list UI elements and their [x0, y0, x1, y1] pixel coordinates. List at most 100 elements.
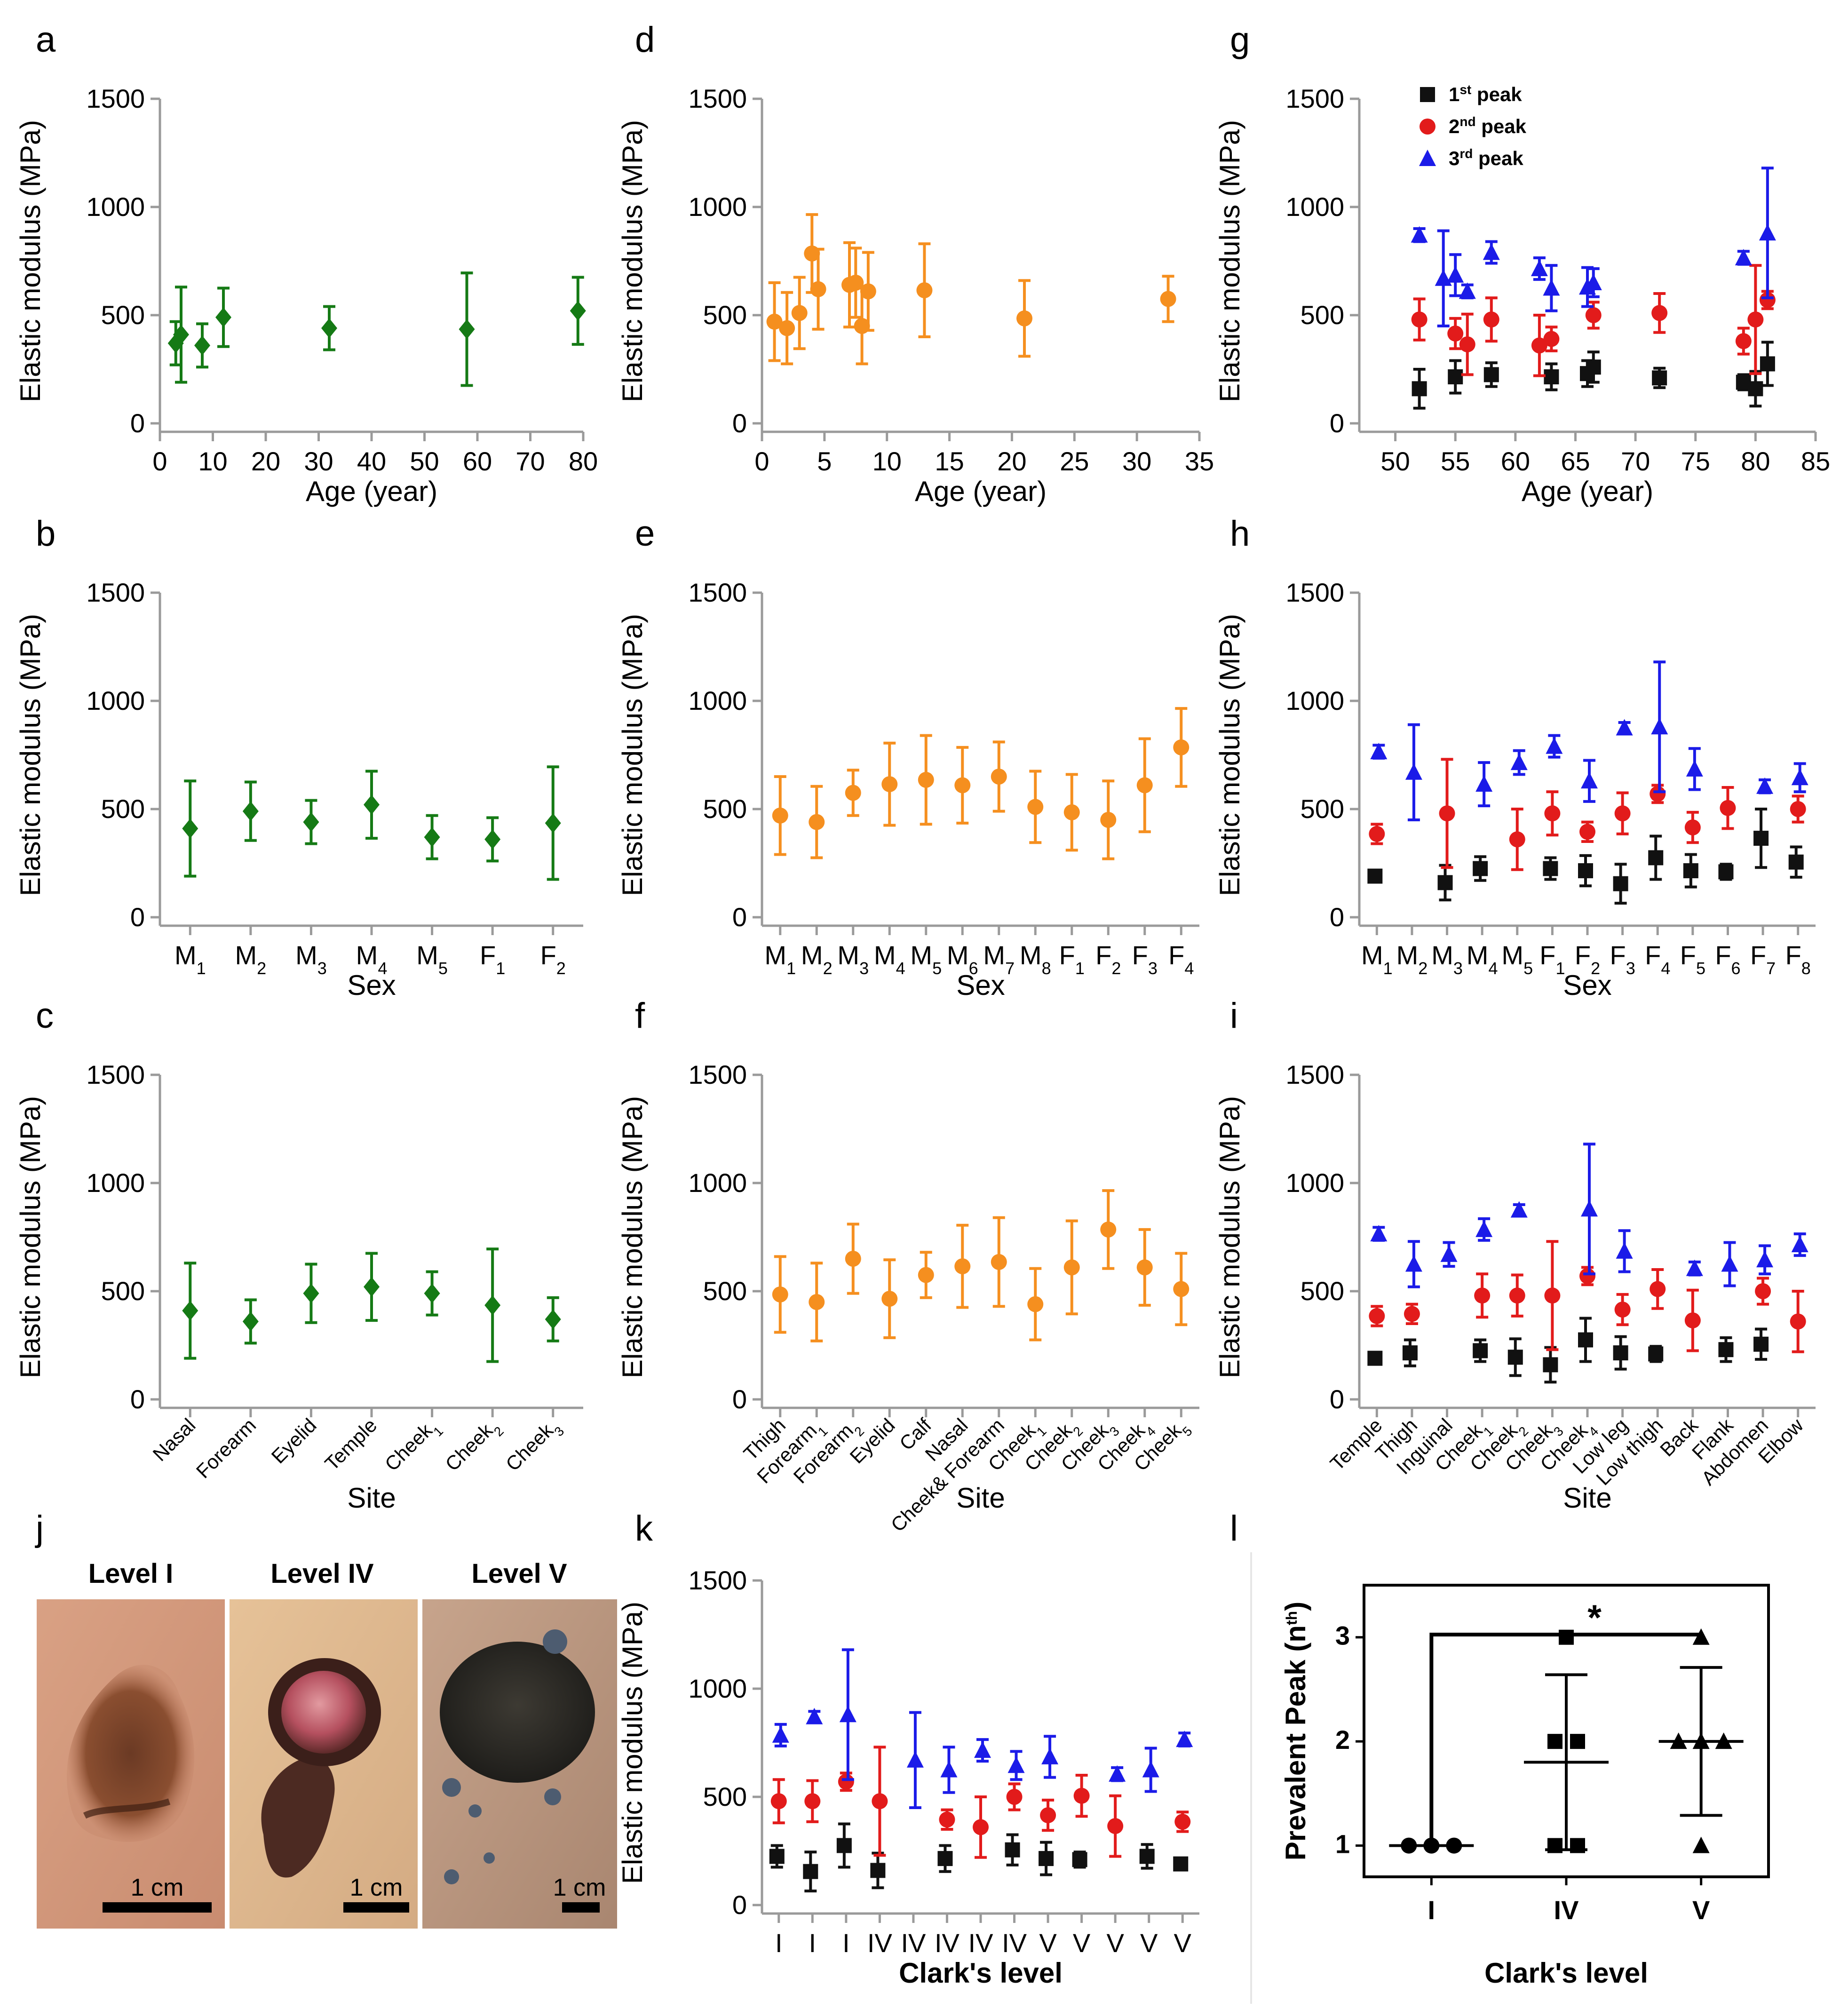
data-point [872, 1793, 888, 1810]
y-tick-label: 1500 [86, 84, 145, 113]
satellite-lesion [544, 1788, 561, 1805]
x-tick-label: M7 [983, 940, 1015, 978]
data-point [1483, 243, 1500, 260]
series-2nd-peak [1369, 758, 1806, 871]
group-V [1658, 1628, 1744, 1853]
data-point [1718, 1342, 1734, 1358]
y-axis-label-part: Elastic modulus (MPa) [15, 120, 46, 402]
data-point [1142, 1761, 1159, 1778]
series-1st-peak [769, 1822, 1189, 1893]
data-point [881, 1291, 898, 1307]
data-point [1063, 1259, 1080, 1276]
chart-l: l 1 2 3 Prevalent Peak (nth) I IV V Clark's leve… [1230, 1509, 1770, 2004]
x-tick-label: M3 [1431, 940, 1463, 978]
data-point [545, 1309, 561, 1329]
x-tick-main: F [1059, 940, 1075, 970]
data-point [1370, 743, 1388, 760]
x-tick-sub: 4 [1488, 959, 1498, 978]
x-tick-label: 35 [1185, 446, 1214, 476]
x-axis-label: Sex [1563, 969, 1611, 1001]
x-tick-sub: 7 [1005, 959, 1015, 978]
y-tick-label: 1500 [1285, 578, 1344, 607]
legend-label: 2nd peak [1449, 114, 1527, 138]
x-tick-sub: 1 [197, 959, 206, 978]
data-point [1420, 119, 1436, 135]
y-axis-label-part: Elastic modulus (MPa) [15, 1096, 46, 1378]
y-tick-label: 1500 [688, 1060, 747, 1089]
data-point [1756, 777, 1774, 794]
x-tick-label: M5 [416, 940, 448, 978]
legend-label: 3rd peak [1449, 146, 1523, 170]
y-axis-label-sup: th [1283, 1611, 1300, 1625]
x-axis-label: Site [1563, 1482, 1611, 1514]
data-point [1173, 1856, 1189, 1872]
data-point [484, 1295, 501, 1315]
data-point [1579, 824, 1595, 840]
legend-label: 1st peak [1449, 82, 1522, 106]
data-point [1759, 292, 1776, 308]
y-axis-label-part: Elastic modulus (MPa) [617, 1096, 648, 1378]
data-point [1173, 739, 1190, 755]
legend-rest: peak [1473, 147, 1523, 169]
x-tick-sub: 5 [932, 959, 942, 978]
data-point [804, 1793, 821, 1810]
data-point [1652, 370, 1667, 386]
data-point [194, 335, 210, 356]
x-tick-sub: 4 [1184, 959, 1194, 978]
x-tick-main: M [356, 940, 378, 970]
y-axis-label-part: Elastic modulus (MPa) [1214, 1096, 1245, 1378]
x-tick-label: F6 [1715, 940, 1740, 978]
y-tick-label: 500 [1301, 300, 1344, 330]
x-tick-sub: 1 [1383, 959, 1393, 978]
data-point [1507, 1350, 1523, 1365]
x-axis-label: Site [347, 1482, 396, 1514]
x-tick-sub: 8 [1042, 959, 1051, 978]
series-main [182, 765, 561, 881]
lesion-nodule [281, 1671, 366, 1754]
x-tick-label: IV [1554, 1895, 1579, 1925]
x-tick-label: 70 [516, 446, 545, 476]
data-point [769, 1849, 785, 1864]
x-tick-sub: 5 [438, 959, 448, 978]
x-tick-sub: 3 [1453, 959, 1463, 978]
panel-label-d: d [635, 20, 655, 60]
data-point [1459, 282, 1476, 299]
group-I [1389, 1837, 1474, 1854]
group-IV [1524, 1629, 1609, 1853]
data-point [1136, 777, 1153, 794]
series-2nd-peak [1369, 1240, 1806, 1353]
data-point [1109, 1765, 1126, 1782]
satellite-lesion [468, 1804, 482, 1818]
data-point [1402, 1345, 1418, 1361]
x-tick-main: Cheek [381, 1419, 437, 1475]
data-point [1531, 337, 1547, 354]
data-point [1547, 1734, 1562, 1749]
legend-sup: st [1459, 82, 1471, 97]
data-point [1509, 831, 1525, 848]
y-tick-label: 1000 [1285, 192, 1344, 222]
x-tick-label: 30 [304, 446, 333, 476]
data-point [916, 282, 933, 299]
x-tick-sub: 7 [1766, 959, 1776, 978]
data-point [860, 283, 876, 300]
x-tick-label: 70 [1621, 446, 1650, 476]
scale-label: 1 cm [350, 1874, 403, 1901]
x-tick-main: M [910, 940, 932, 970]
data-point [1173, 1281, 1190, 1297]
data-point [1651, 718, 1668, 735]
data-point [906, 1751, 924, 1768]
x-tick-sub: 3 [1626, 959, 1635, 978]
data-point [1788, 854, 1804, 870]
y-tick-label: 1500 [688, 578, 747, 607]
y-tick-label: 0 [732, 902, 747, 932]
y-tick-label: 500 [1301, 794, 1344, 824]
y-axis-label-part: Elastic modulus (MPa) [1214, 614, 1245, 896]
series-main [772, 707, 1190, 860]
data-point [1616, 719, 1633, 736]
legend-rest: peak [1476, 115, 1527, 137]
data-point [182, 818, 198, 839]
x-tick-label: 60 [1501, 446, 1530, 476]
x-tick-label: Cheek1 [381, 1414, 446, 1479]
